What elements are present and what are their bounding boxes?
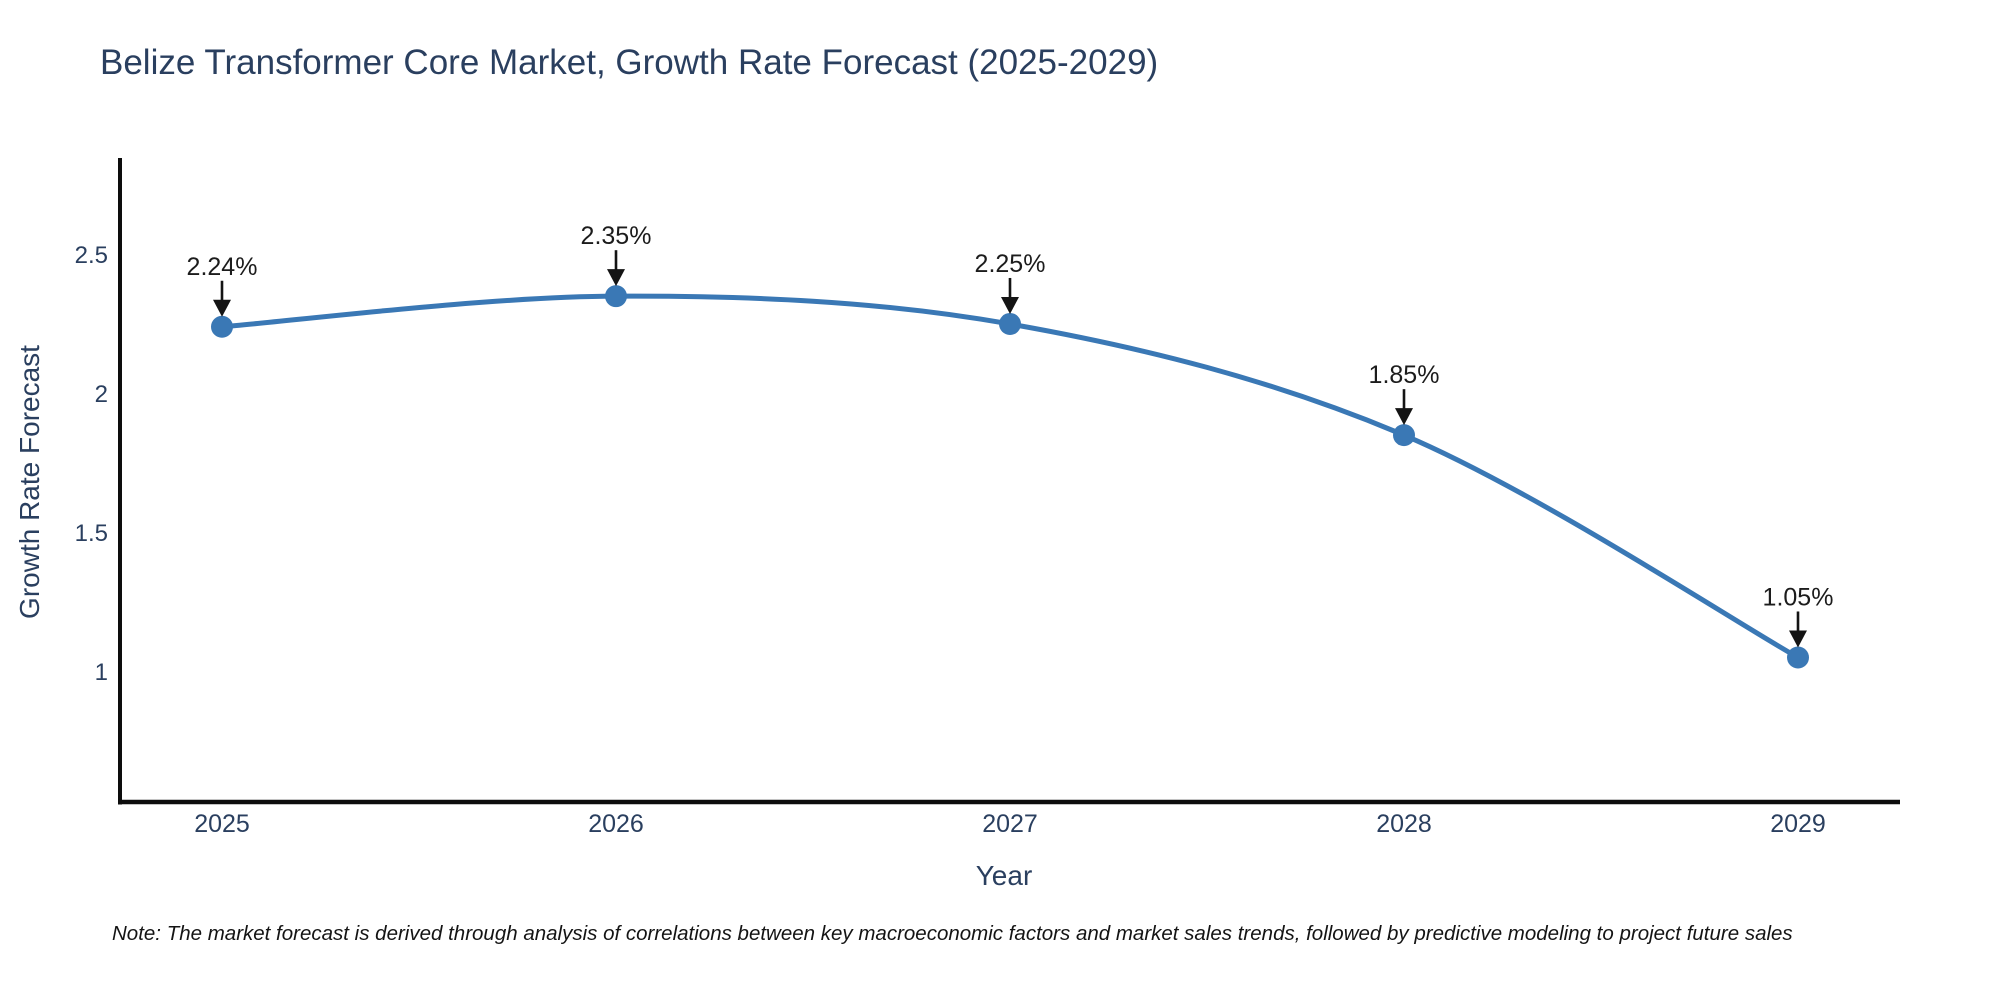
data-point-marker	[211, 315, 233, 338]
y-axis-tick-labels: 1 1.5 2 2.5	[75, 242, 108, 686]
x-tick-label: 2026	[588, 810, 644, 838]
x-axis-title: Year	[975, 860, 1033, 891]
x-axis-tick-labels: 2025 2026 2027 2028 2029	[194, 810, 1826, 838]
annotation-value-label: 2.25%	[975, 250, 1046, 278]
data-point-marker	[1787, 646, 1809, 669]
annotation-arrowhead-icon	[1395, 408, 1413, 426]
x-tick-label: 2027	[982, 810, 1038, 838]
x-tick-label: 2028	[1376, 810, 1432, 838]
data-annotations: 2.24% 2.35% 2.25% 1.85% 1.05%	[187, 222, 1834, 648]
footnote: Note: The market forecast is derived thr…	[112, 922, 1793, 945]
annotation-arrowhead-icon	[1001, 296, 1019, 314]
y-tick-label: 1	[95, 659, 108, 686]
forecast-line	[219, 293, 1801, 660]
data-point-markers	[211, 285, 1809, 669]
annotation-arrowhead-icon	[213, 299, 231, 317]
data-point-marker	[605, 285, 627, 308]
annotation-value-label: 1.85%	[1369, 361, 1440, 389]
data-point-marker	[999, 312, 1021, 335]
data-point-marker	[1393, 424, 1415, 447]
y-tick-label: 2.5	[75, 242, 108, 269]
annotation-value-label: 2.35%	[581, 222, 652, 250]
chart-title: Belize Transformer Core Market, Growth R…	[100, 43, 1159, 82]
annotation-value-label: 1.05%	[1763, 583, 1834, 611]
annotation-value-label: 2.24%	[187, 253, 258, 281]
x-tick-label: 2025	[194, 810, 250, 838]
axes-spines	[118, 158, 1900, 805]
annotation-arrowhead-icon	[607, 269, 625, 287]
y-tick-label: 2	[95, 381, 108, 408]
x-tick-label: 2029	[1770, 810, 1826, 838]
y-tick-label: 1.5	[75, 520, 108, 547]
annotation-arrowhead-icon	[1789, 630, 1807, 648]
